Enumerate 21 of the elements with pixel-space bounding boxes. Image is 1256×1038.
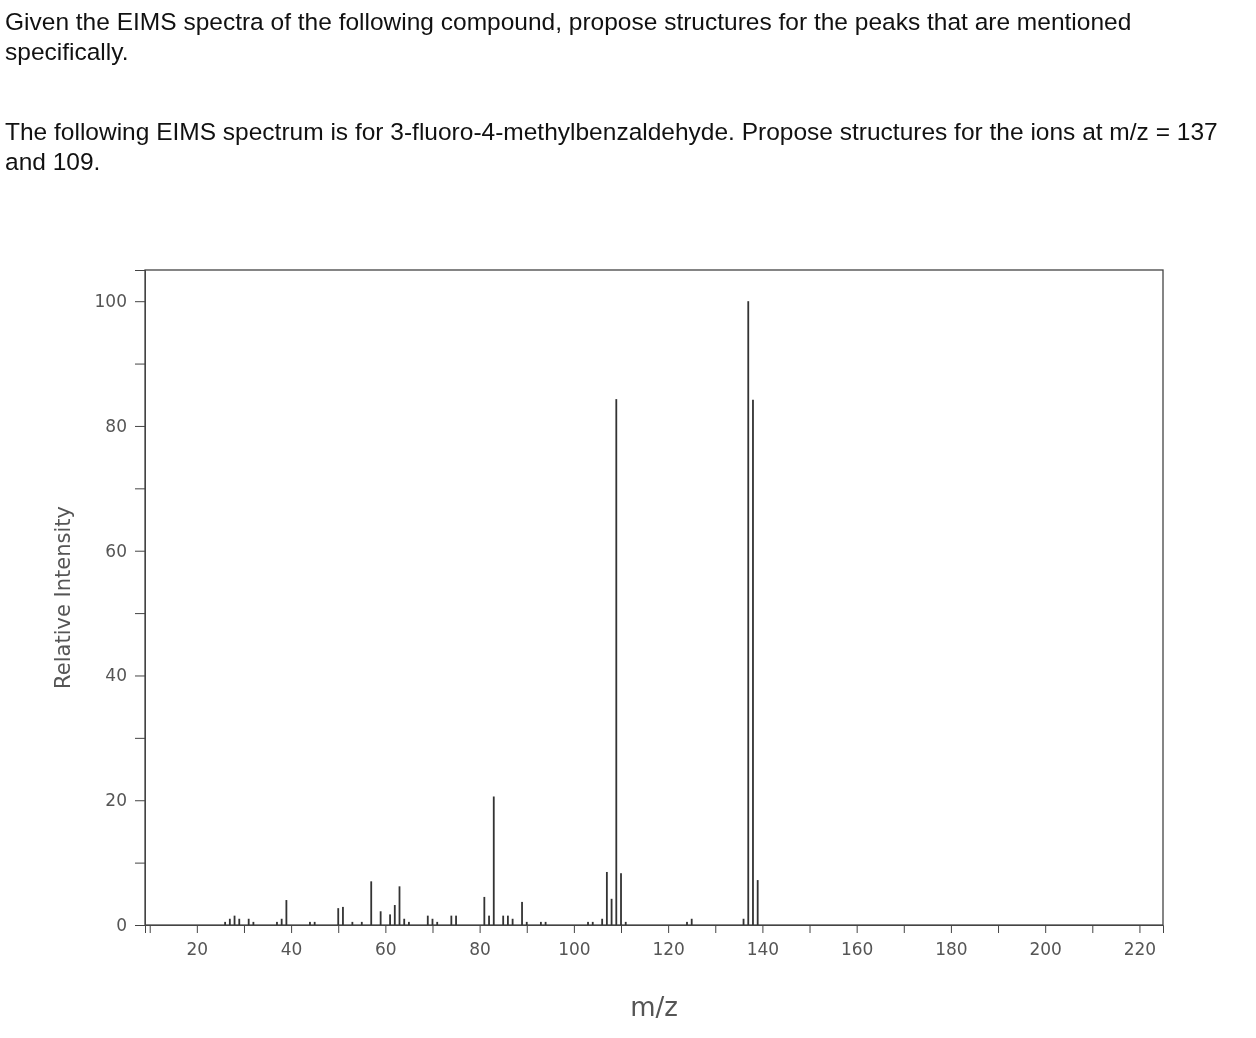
x-tick-label: 200 <box>1029 939 1062 960</box>
x-tick-label: 40 <box>280 939 303 960</box>
y-tick-label: 20 <box>105 790 127 811</box>
x-tick-label: 140 <box>746 939 780 960</box>
y-tick-label: 0 <box>116 914 127 935</box>
y-tick-label: 40 <box>105 665 127 686</box>
x-tick-label: 100 <box>558 939 591 960</box>
x-tick-label: 120 <box>652 939 685 960</box>
y-tick-label: 60 <box>105 540 127 561</box>
chart-subtitle: The following EIMS spectrum is for 3-fluoro-4-methylbenzaldehyde. Propose structures for the ions at m/z = 137 and 109. <box>5 118 1218 175</box>
x-tick-label: 20 <box>186 939 209 960</box>
x-tick-label: 160 <box>840 939 874 960</box>
x-tick-label: 80 <box>469 939 491 960</box>
chart-title: Given the EIMS spectra of the following compound, propose structures for the peaks that are mentioned specifically. <box>5 8 1132 65</box>
x-tick-label: 220 <box>1123 939 1157 960</box>
y-axis-title: Relative Intensity <box>51 506 75 689</box>
x-tick-label: 60 <box>375 939 397 960</box>
y-tick-label: 80 <box>105 415 127 436</box>
x-tick-label: 180 <box>935 939 968 960</box>
x-axis-title: m/z <box>630 992 678 1022</box>
y-tick-label: 100 <box>94 291 127 312</box>
